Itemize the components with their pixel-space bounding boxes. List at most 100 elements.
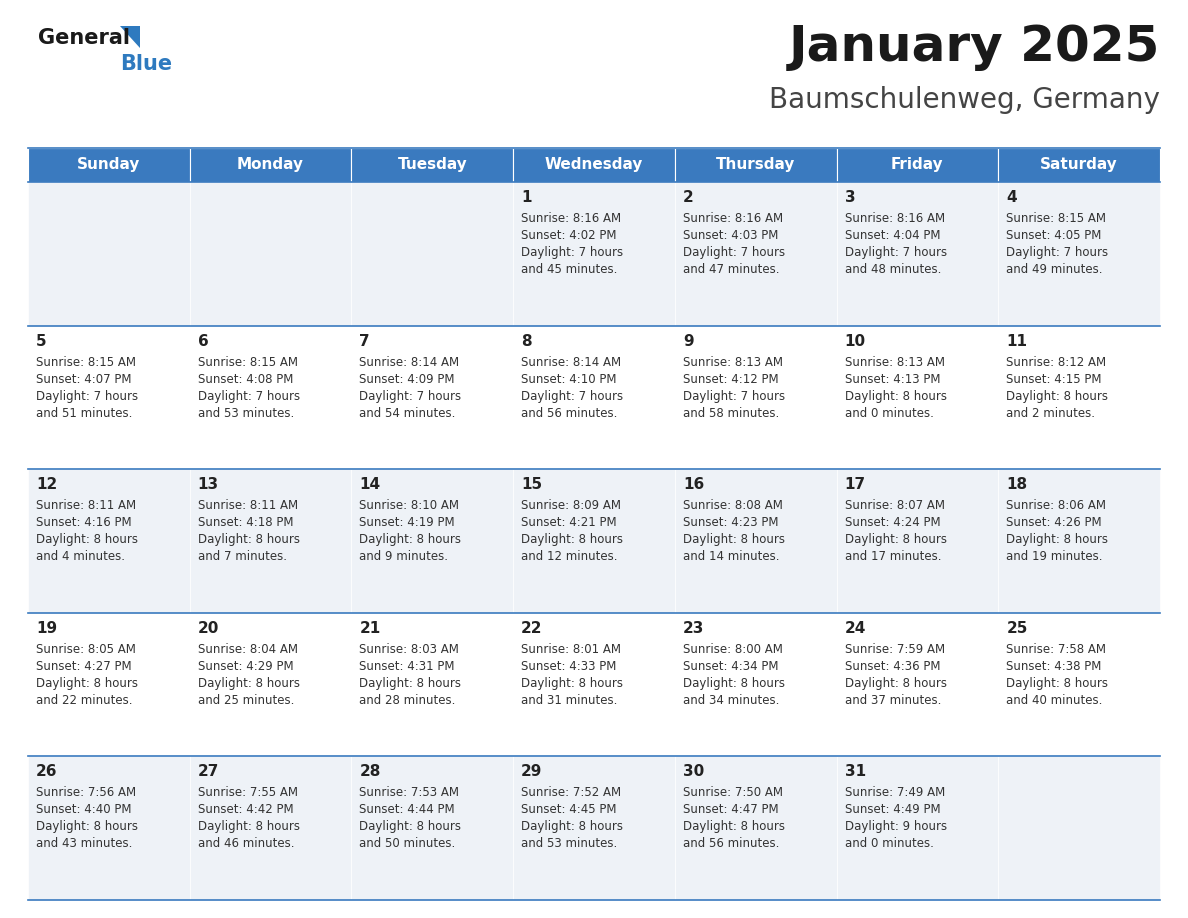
Text: Sunset: 4:16 PM: Sunset: 4:16 PM bbox=[36, 516, 132, 529]
Text: Sunset: 4:18 PM: Sunset: 4:18 PM bbox=[197, 516, 293, 529]
Text: Sunset: 4:02 PM: Sunset: 4:02 PM bbox=[522, 229, 617, 242]
Text: Sunset: 4:38 PM: Sunset: 4:38 PM bbox=[1006, 660, 1101, 673]
Text: Sunrise: 8:11 AM: Sunrise: 8:11 AM bbox=[36, 499, 137, 512]
Text: 15: 15 bbox=[522, 477, 542, 492]
Text: Sunrise: 8:11 AM: Sunrise: 8:11 AM bbox=[197, 499, 298, 512]
Text: Monday: Monday bbox=[238, 158, 304, 173]
Text: and 31 minutes.: and 31 minutes. bbox=[522, 694, 618, 707]
Text: and 4 minutes.: and 4 minutes. bbox=[36, 550, 125, 564]
Text: Daylight: 8 hours: Daylight: 8 hours bbox=[36, 677, 138, 689]
Text: Sunset: 4:29 PM: Sunset: 4:29 PM bbox=[197, 660, 293, 673]
Text: 29: 29 bbox=[522, 765, 543, 779]
Text: 17: 17 bbox=[845, 477, 866, 492]
Text: and 47 minutes.: and 47 minutes. bbox=[683, 263, 779, 276]
Text: Sunset: 4:21 PM: Sunset: 4:21 PM bbox=[522, 516, 617, 529]
Text: Sunset: 4:34 PM: Sunset: 4:34 PM bbox=[683, 660, 778, 673]
Text: and 7 minutes.: and 7 minutes. bbox=[197, 550, 286, 564]
Text: Sunrise: 8:04 AM: Sunrise: 8:04 AM bbox=[197, 643, 298, 655]
Text: 7: 7 bbox=[360, 333, 369, 349]
Text: 26: 26 bbox=[36, 765, 57, 779]
Text: Daylight: 8 hours: Daylight: 8 hours bbox=[845, 389, 947, 403]
Text: Daylight: 7 hours: Daylight: 7 hours bbox=[683, 246, 785, 259]
Text: 3: 3 bbox=[845, 190, 855, 205]
Text: Sunset: 4:08 PM: Sunset: 4:08 PM bbox=[197, 373, 293, 386]
Text: Sunrise: 8:15 AM: Sunrise: 8:15 AM bbox=[1006, 212, 1106, 225]
Text: Saturday: Saturday bbox=[1041, 158, 1118, 173]
Text: and 56 minutes.: and 56 minutes. bbox=[683, 837, 779, 850]
Text: and 54 minutes.: and 54 minutes. bbox=[360, 407, 456, 420]
Text: 9: 9 bbox=[683, 333, 694, 349]
Text: 18: 18 bbox=[1006, 477, 1028, 492]
Text: Daylight: 8 hours: Daylight: 8 hours bbox=[36, 533, 138, 546]
Text: Sunset: 4:49 PM: Sunset: 4:49 PM bbox=[845, 803, 940, 816]
Text: Baumschulenweg, Germany: Baumschulenweg, Germany bbox=[769, 86, 1159, 114]
Text: and 48 minutes.: and 48 minutes. bbox=[845, 263, 941, 276]
Text: Daylight: 9 hours: Daylight: 9 hours bbox=[845, 821, 947, 834]
Text: Daylight: 8 hours: Daylight: 8 hours bbox=[1006, 389, 1108, 403]
Text: Tuesday: Tuesday bbox=[398, 158, 467, 173]
Text: 28: 28 bbox=[360, 765, 381, 779]
Text: Sunrise: 8:03 AM: Sunrise: 8:03 AM bbox=[360, 643, 460, 655]
Text: Sunrise: 7:53 AM: Sunrise: 7:53 AM bbox=[360, 787, 460, 800]
Text: Sunrise: 8:14 AM: Sunrise: 8:14 AM bbox=[360, 355, 460, 369]
Text: Sunset: 4:13 PM: Sunset: 4:13 PM bbox=[845, 373, 940, 386]
Text: Sunrise: 7:58 AM: Sunrise: 7:58 AM bbox=[1006, 643, 1106, 655]
Text: Sunrise: 8:16 AM: Sunrise: 8:16 AM bbox=[522, 212, 621, 225]
Text: Sunrise: 8:00 AM: Sunrise: 8:00 AM bbox=[683, 643, 783, 655]
Text: Sunset: 4:33 PM: Sunset: 4:33 PM bbox=[522, 660, 617, 673]
Text: Daylight: 7 hours: Daylight: 7 hours bbox=[1006, 246, 1108, 259]
Text: Daylight: 8 hours: Daylight: 8 hours bbox=[683, 821, 785, 834]
Text: and 51 minutes.: and 51 minutes. bbox=[36, 407, 132, 420]
Text: and 40 minutes.: and 40 minutes. bbox=[1006, 694, 1102, 707]
Text: January 2025: January 2025 bbox=[789, 23, 1159, 71]
Text: Sunrise: 8:08 AM: Sunrise: 8:08 AM bbox=[683, 499, 783, 512]
Text: 1: 1 bbox=[522, 190, 532, 205]
Text: Sunrise: 7:55 AM: Sunrise: 7:55 AM bbox=[197, 787, 298, 800]
Text: Friday: Friday bbox=[891, 158, 943, 173]
Text: Sunrise: 8:09 AM: Sunrise: 8:09 AM bbox=[522, 499, 621, 512]
Text: Daylight: 8 hours: Daylight: 8 hours bbox=[36, 821, 138, 834]
Text: Sunrise: 8:06 AM: Sunrise: 8:06 AM bbox=[1006, 499, 1106, 512]
Text: Daylight: 8 hours: Daylight: 8 hours bbox=[683, 677, 785, 689]
Text: 23: 23 bbox=[683, 621, 704, 636]
Text: 31: 31 bbox=[845, 765, 866, 779]
Text: Daylight: 8 hours: Daylight: 8 hours bbox=[360, 821, 461, 834]
Text: Daylight: 8 hours: Daylight: 8 hours bbox=[522, 821, 624, 834]
Text: and 56 minutes.: and 56 minutes. bbox=[522, 407, 618, 420]
Text: Daylight: 8 hours: Daylight: 8 hours bbox=[683, 533, 785, 546]
Text: Wednesday: Wednesday bbox=[545, 158, 643, 173]
Text: Sunset: 4:07 PM: Sunset: 4:07 PM bbox=[36, 373, 132, 386]
Text: Sunrise: 8:10 AM: Sunrise: 8:10 AM bbox=[360, 499, 460, 512]
Text: Daylight: 8 hours: Daylight: 8 hours bbox=[522, 677, 624, 689]
Text: Sunset: 4:31 PM: Sunset: 4:31 PM bbox=[360, 660, 455, 673]
Text: Daylight: 7 hours: Daylight: 7 hours bbox=[522, 246, 624, 259]
Text: and 53 minutes.: and 53 minutes. bbox=[197, 407, 293, 420]
Text: 4: 4 bbox=[1006, 190, 1017, 205]
Text: 30: 30 bbox=[683, 765, 704, 779]
Text: and 37 minutes.: and 37 minutes. bbox=[845, 694, 941, 707]
Text: and 45 minutes.: and 45 minutes. bbox=[522, 263, 618, 276]
Text: and 19 minutes.: and 19 minutes. bbox=[1006, 550, 1102, 564]
Text: Sunrise: 8:12 AM: Sunrise: 8:12 AM bbox=[1006, 355, 1106, 369]
Text: 12: 12 bbox=[36, 477, 57, 492]
Text: Sunrise: 8:07 AM: Sunrise: 8:07 AM bbox=[845, 499, 944, 512]
Text: Daylight: 7 hours: Daylight: 7 hours bbox=[683, 389, 785, 403]
Text: 22: 22 bbox=[522, 621, 543, 636]
Text: Daylight: 8 hours: Daylight: 8 hours bbox=[1006, 677, 1108, 689]
Text: Sunrise: 8:13 AM: Sunrise: 8:13 AM bbox=[845, 355, 944, 369]
Text: Sunset: 4:42 PM: Sunset: 4:42 PM bbox=[197, 803, 293, 816]
Text: 6: 6 bbox=[197, 333, 208, 349]
Text: Sunrise: 8:16 AM: Sunrise: 8:16 AM bbox=[845, 212, 944, 225]
Text: 14: 14 bbox=[360, 477, 380, 492]
Text: Sunrise: 8:05 AM: Sunrise: 8:05 AM bbox=[36, 643, 135, 655]
Text: Daylight: 7 hours: Daylight: 7 hours bbox=[522, 389, 624, 403]
Text: and 22 minutes.: and 22 minutes. bbox=[36, 694, 133, 707]
Text: 27: 27 bbox=[197, 765, 219, 779]
Text: Sunset: 4:44 PM: Sunset: 4:44 PM bbox=[360, 803, 455, 816]
Text: Sunset: 4:10 PM: Sunset: 4:10 PM bbox=[522, 373, 617, 386]
Text: Sunset: 4:05 PM: Sunset: 4:05 PM bbox=[1006, 229, 1101, 242]
Text: and 0 minutes.: and 0 minutes. bbox=[845, 407, 934, 420]
Text: Daylight: 8 hours: Daylight: 8 hours bbox=[360, 677, 461, 689]
Text: Sunset: 4:47 PM: Sunset: 4:47 PM bbox=[683, 803, 778, 816]
Text: 5: 5 bbox=[36, 333, 46, 349]
